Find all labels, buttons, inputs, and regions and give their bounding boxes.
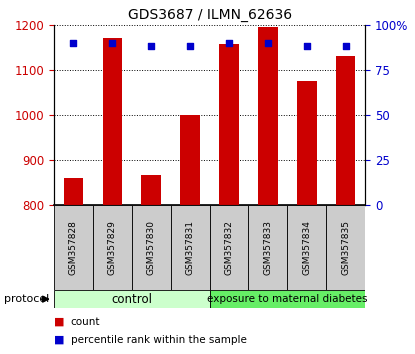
Text: GSM357834: GSM357834 bbox=[303, 220, 311, 275]
Point bbox=[303, 44, 310, 49]
Text: ■: ■ bbox=[54, 335, 64, 345]
Bar bbox=[326, 205, 365, 290]
Bar bbox=[54, 290, 210, 308]
Bar bbox=[132, 205, 171, 290]
Point bbox=[109, 40, 116, 46]
Bar bbox=[210, 205, 249, 290]
Text: GSM357831: GSM357831 bbox=[186, 220, 195, 275]
Bar bbox=[210, 290, 365, 308]
Text: percentile rank within the sample: percentile rank within the sample bbox=[71, 335, 247, 345]
Bar bbox=[297, 81, 317, 205]
Text: GSM357835: GSM357835 bbox=[341, 220, 350, 275]
Text: GSM357832: GSM357832 bbox=[225, 220, 234, 275]
Bar bbox=[287, 205, 326, 290]
Text: GSM357828: GSM357828 bbox=[69, 220, 78, 275]
Point bbox=[148, 44, 154, 49]
Point bbox=[187, 44, 193, 49]
Point bbox=[265, 40, 271, 46]
Bar bbox=[219, 44, 239, 205]
Text: GSM357829: GSM357829 bbox=[108, 220, 117, 275]
Bar bbox=[171, 205, 210, 290]
Text: control: control bbox=[111, 293, 152, 306]
Text: count: count bbox=[71, 317, 100, 327]
Text: ■: ■ bbox=[54, 317, 64, 327]
Bar bbox=[249, 205, 287, 290]
Bar bbox=[54, 205, 93, 290]
Text: GSM357830: GSM357830 bbox=[147, 220, 156, 275]
Bar bbox=[258, 27, 278, 205]
Bar bbox=[103, 38, 122, 205]
Text: GSM357833: GSM357833 bbox=[264, 220, 272, 275]
Point bbox=[226, 40, 232, 46]
Title: GDS3687 / ILMN_62636: GDS3687 / ILMN_62636 bbox=[127, 8, 292, 22]
Point bbox=[342, 44, 349, 49]
Bar bbox=[93, 205, 132, 290]
Bar bbox=[63, 178, 83, 205]
Text: exposure to maternal diabetes: exposure to maternal diabetes bbox=[207, 294, 368, 304]
Point bbox=[70, 40, 77, 46]
Bar bbox=[142, 175, 161, 205]
Bar bbox=[181, 115, 200, 205]
Bar bbox=[336, 56, 356, 205]
Text: protocol: protocol bbox=[4, 294, 49, 304]
